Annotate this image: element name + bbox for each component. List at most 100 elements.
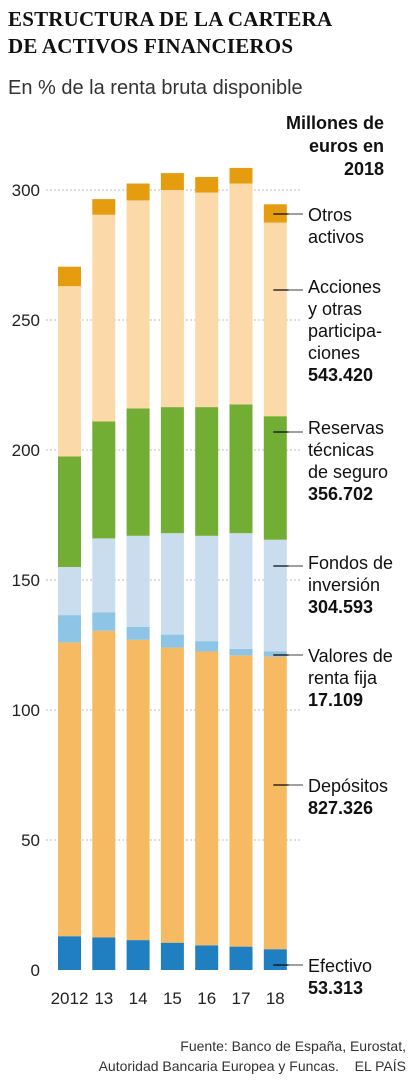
bar-segment: [126, 940, 150, 970]
legend-entry: Valores de renta fija 17.109: [308, 645, 393, 711]
unit-note: Millones de euros en 2018: [285, 113, 384, 179]
bar-segment: [126, 535, 150, 627]
x-tick-label: 18: [266, 989, 285, 1008]
bar-segment: [263, 656, 287, 950]
bar-segment: [229, 648, 253, 656]
y-tick-label: 300: [12, 181, 40, 200]
chart-title-line2: DE ACTIVOS FINANCIEROS: [8, 34, 294, 58]
bar-segment: [229, 167, 253, 184]
bar-segment: [263, 949, 287, 970]
legend-label-line: Efectivo: [308, 956, 373, 976]
legend-label-line: Otros: [308, 205, 353, 225]
legend-value: 53.313: [308, 978, 364, 998]
bar-segment: [58, 936, 81, 970]
bar-segment: [126, 639, 150, 941]
legend-entry: Efectivo 53.313: [308, 955, 372, 999]
legend-label-line: y otras: [308, 299, 363, 319]
legend-label-line: Valores de: [308, 646, 393, 666]
bar-segment: [195, 407, 219, 536]
x-tick-label: 15: [163, 989, 182, 1008]
bar-segment: [195, 641, 219, 652]
legend-entry: Acciones y otras participa-ciones 543.420: [308, 276, 382, 386]
legend-label-line: de seguro: [308, 462, 389, 482]
legend-entry: Depósitos 827.326: [308, 775, 388, 819]
bar-segment: [92, 630, 116, 938]
y-tick-label: 150: [12, 571, 40, 590]
y-tick-label: 200: [12, 441, 40, 460]
legend-value: 827.326: [308, 798, 374, 818]
x-tick-label: 13: [94, 989, 113, 1008]
bar-segment: [126, 626, 150, 640]
x-tick-label: 2012: [51, 989, 89, 1008]
bar-segment: [58, 642, 81, 937]
source-note: Fuente: Banco de España, Eurostat, Autor…: [6, 1036, 406, 1076]
y-tick-label: 250: [12, 311, 40, 330]
legend-label-line: Reservas: [308, 418, 385, 438]
legend-label-line: Depósitos: [308, 776, 389, 796]
x-tick-label: 16: [197, 989, 216, 1008]
bar-segment: [92, 538, 116, 613]
legend-value: 543.420: [308, 365, 374, 385]
bar-segment: [229, 183, 253, 405]
legend-value: 17.109: [308, 690, 364, 710]
bar-segment: [160, 533, 184, 635]
bar-segment: [160, 634, 184, 648]
x-tick-label: 14: [129, 989, 148, 1008]
source-line1: Fuente: Banco de España, Eurostat,: [180, 1038, 406, 1054]
legend-entry: Otros activos: [308, 204, 364, 248]
legend-entry: Reservas técnicas de seguro 356.702: [308, 417, 388, 505]
bar-segment: [263, 651, 287, 657]
bar-segment: [195, 945, 219, 970]
bar-segment: [160, 407, 184, 534]
legend-label-line: ciones: [308, 343, 361, 363]
bar-segment: [92, 937, 116, 970]
legend-label-line: participa-: [308, 321, 383, 341]
credit: EL PAÍS: [354, 1058, 406, 1074]
bar-segment: [195, 192, 219, 408]
bar-segment: [58, 456, 81, 567]
bar-segment: [229, 946, 253, 970]
chart-subtitle: En % de la renta bruta disponible: [8, 77, 303, 99]
chart-title: ESTRUCTURA DE LA CARTERA DE ACTIVOS FINA…: [8, 6, 408, 60]
x-tick-label: 17: [232, 989, 251, 1008]
bar-segment: [92, 199, 116, 215]
legend-label-line: técnicas: [308, 440, 375, 460]
bar-segment: [92, 214, 116, 422]
bar-segment: [160, 190, 184, 408]
bar-segment: [126, 408, 150, 536]
legend-value: 356.702: [308, 484, 374, 504]
bar-segment: [229, 533, 253, 649]
bar-segment: [229, 655, 253, 947]
bar-segment: [126, 200, 150, 409]
bar-segment: [263, 539, 287, 652]
y-tick-label: 0: [31, 961, 40, 980]
y-tick-label: 100: [12, 701, 40, 720]
bar-segment: [160, 942, 184, 970]
bar-segment: [58, 567, 81, 616]
legend-label-line: Acciones: [308, 277, 382, 297]
bar-segment: [195, 651, 219, 946]
bar-segment: [160, 173, 184, 190]
legend-entry: Fondos de inversión 304.593: [308, 552, 393, 618]
y-tick-label: 50: [21, 831, 40, 850]
bar-segment: [195, 535, 219, 642]
bar-segment: [263, 416, 287, 540]
legend-label-line: Fondos de: [308, 553, 394, 573]
bar-segment: [263, 222, 287, 417]
bar-segment: [58, 286, 81, 457]
source-line2-row: Autoridad Bancaria Europea y Funcas. EL …: [6, 1056, 406, 1076]
legend-value: 304.593: [308, 597, 374, 617]
bar-segment: [229, 404, 253, 534]
bar-segment: [92, 421, 116, 539]
chart-title-line1: ESTRUCTURA DE LA CARTERA: [8, 7, 333, 31]
bar-segment: [58, 266, 81, 287]
bar-segment: [92, 612, 116, 631]
legend-label-line: inversión: [308, 575, 381, 595]
source-line2: Autoridad Bancaria Europea y Funcas.: [98, 1058, 340, 1074]
bar-segment: [195, 177, 219, 193]
legend-label-line: activos: [308, 227, 365, 247]
bar-segment: [58, 615, 81, 643]
legend-label-line: renta fija: [308, 668, 378, 688]
bar-segment: [160, 647, 184, 943]
